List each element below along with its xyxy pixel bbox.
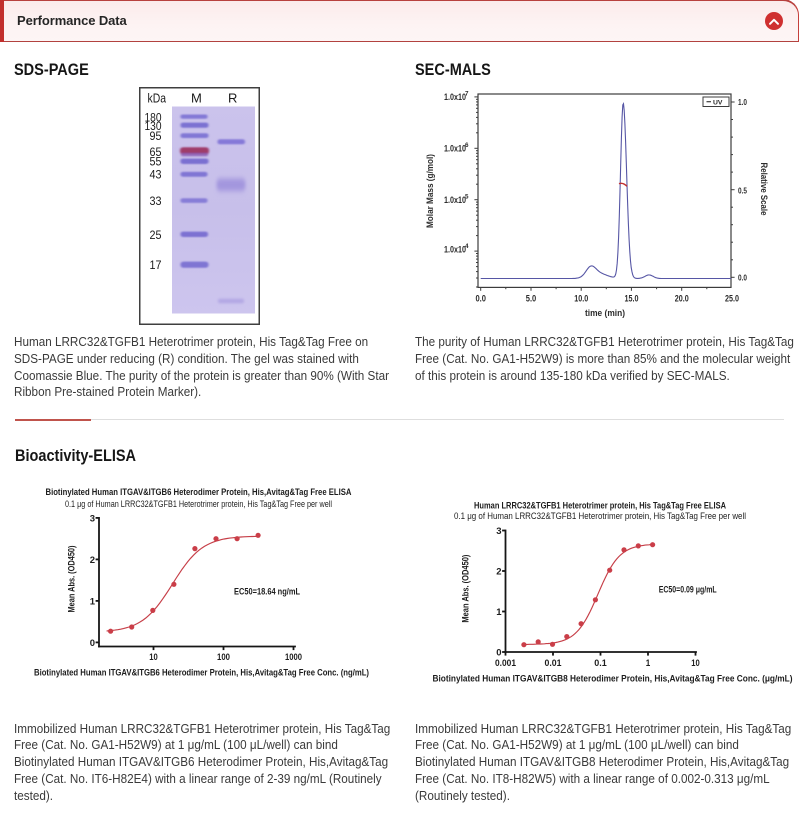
svg-text:M: M xyxy=(191,91,202,106)
svg-text:4: 4 xyxy=(465,243,469,250)
svg-text:3: 3 xyxy=(90,513,95,524)
svg-text:33: 33 xyxy=(150,194,162,208)
svg-text:1.0x10: 1.0x10 xyxy=(444,143,466,153)
svg-text:17: 17 xyxy=(150,258,162,272)
svg-text:Molar Mass (g/mol): Molar Mass (g/mol) xyxy=(425,154,436,228)
svg-text:0.01: 0.01 xyxy=(545,658,563,669)
svg-text:1.0: 1.0 xyxy=(738,98,748,107)
svg-text:180: 180 xyxy=(145,110,162,124)
svg-text:2: 2 xyxy=(90,555,95,566)
svg-text:Mean Abs. (OD450): Mean Abs. (OD450) xyxy=(67,546,77,613)
svg-text:1: 1 xyxy=(90,596,96,607)
svg-text:1.0x10: 1.0x10 xyxy=(444,195,466,205)
svg-text:1.0x10: 1.0x10 xyxy=(444,244,466,254)
svg-text:55: 55 xyxy=(150,155,162,169)
svg-text:UV: UV xyxy=(713,100,723,107)
svg-text:6: 6 xyxy=(465,142,469,149)
svg-text:3: 3 xyxy=(496,526,501,537)
svg-text:65: 65 xyxy=(150,145,162,159)
svg-text:0: 0 xyxy=(90,638,95,649)
svg-text:15.0: 15.0 xyxy=(625,294,639,304)
svg-text:95: 95 xyxy=(150,129,162,143)
svg-text:EC50=0.09 μg/mL: EC50=0.09 μg/mL xyxy=(659,585,717,595)
svg-text:0.0: 0.0 xyxy=(475,294,486,304)
svg-text:1: 1 xyxy=(646,658,651,669)
svg-text:0.1 μg of Human LRRC32&TGFB1 H: 0.1 μg of Human LRRC32&TGFB1 Heterotrime… xyxy=(65,499,332,509)
svg-text:kDa: kDa xyxy=(148,91,167,106)
svg-text:5.0: 5.0 xyxy=(526,294,537,304)
svg-text:0.0: 0.0 xyxy=(738,273,748,282)
svg-text:10: 10 xyxy=(149,652,158,663)
svg-text:Mean Abs. (OD450): Mean Abs. (OD450) xyxy=(461,555,471,623)
svg-text:100: 100 xyxy=(217,652,230,663)
svg-text:20.0: 20.0 xyxy=(675,294,689,304)
svg-text:5: 5 xyxy=(465,194,469,201)
svg-text:R: R xyxy=(228,91,237,106)
svg-text:Biotinylated Human ITGAV&ITGB6: Biotinylated Human ITGAV&ITGB6 Heterodim… xyxy=(34,668,369,678)
svg-text:130: 130 xyxy=(145,119,162,133)
svg-text:1.0x10: 1.0x10 xyxy=(444,92,466,102)
svg-text:0.1 μg of Human LRRC32&TGFB1 H: 0.1 μg of Human LRRC32&TGFB1 Heterotrime… xyxy=(454,511,746,521)
svg-text:EC50=18.64 ng/mL: EC50=18.64 ng/mL xyxy=(234,587,300,597)
svg-text:0.1: 0.1 xyxy=(594,658,607,669)
svg-text:25.0: 25.0 xyxy=(725,294,739,304)
svg-text:0: 0 xyxy=(496,647,501,658)
svg-text:1: 1 xyxy=(496,607,502,618)
svg-text:0.5: 0.5 xyxy=(738,187,748,196)
svg-text:Biotinylated Human ITGAV&ITGB6: Biotinylated Human ITGAV&ITGB6 Heterodim… xyxy=(46,487,353,497)
svg-text:Biotinylated Human ITGAV&ITGB8: Biotinylated Human ITGAV&ITGB8 Heterodim… xyxy=(433,674,793,684)
svg-text:43: 43 xyxy=(150,168,162,182)
svg-text:7: 7 xyxy=(465,91,469,98)
svg-text:1000: 1000 xyxy=(285,652,302,663)
svg-text:2: 2 xyxy=(496,566,501,577)
svg-text:Human LRRC32&TGFB1 Heterotrime: Human LRRC32&TGFB1 Heterotrimer protein,… xyxy=(474,501,727,511)
svg-text:Relative Scale: Relative Scale xyxy=(758,163,769,216)
svg-text:10: 10 xyxy=(691,658,700,669)
svg-text:time (min): time (min) xyxy=(585,308,625,319)
svg-text:10.0: 10.0 xyxy=(574,294,588,304)
svg-text:25: 25 xyxy=(150,228,162,242)
svg-text:0.001: 0.001 xyxy=(495,658,517,669)
